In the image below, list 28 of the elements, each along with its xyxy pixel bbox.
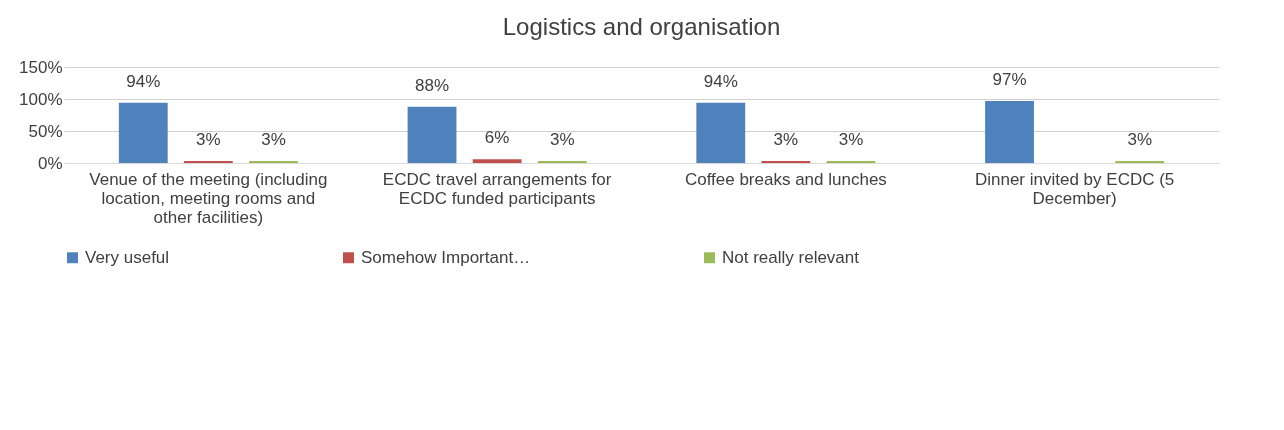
data-label: 3% bbox=[261, 130, 286, 150]
bar bbox=[472, 159, 522, 163]
data-label: 97% bbox=[992, 69, 1027, 89]
data-label: 3% bbox=[838, 130, 864, 150]
y-tick-label: 0% bbox=[37, 153, 63, 173]
bar bbox=[407, 106, 457, 163]
data-label: 94% bbox=[703, 71, 738, 91]
bar bbox=[696, 102, 746, 163]
data-label: 6% bbox=[484, 128, 510, 148]
legend-label: Not really relevant bbox=[722, 247, 860, 267]
y-tick-label: 100% bbox=[19, 89, 63, 109]
legend-label: Somehow Important… bbox=[361, 247, 531, 267]
legend-label: Very useful bbox=[85, 247, 170, 267]
y-tick-label: 150% bbox=[19, 57, 63, 77]
chart-title: Logistics and organisation bbox=[502, 13, 781, 40]
data-label: 94% bbox=[126, 71, 161, 91]
x-tick-label: Dinner invited by ECDC (5 December) bbox=[974, 169, 1175, 208]
x-tick-label: ECDC travel arrangements for ECDC funded participants bbox=[382, 169, 612, 208]
x-tick-label: Venue of the meeting (including location, meeting rooms and other facilities) bbox=[89, 169, 328, 227]
data-label: 3% bbox=[1127, 130, 1153, 150]
data-label: 3% bbox=[773, 130, 799, 150]
bar bbox=[118, 102, 168, 163]
data-label: 88% bbox=[415, 75, 450, 95]
data-label: 3% bbox=[549, 130, 575, 150]
y-tick-label: 50% bbox=[28, 121, 63, 141]
data-label: 3% bbox=[196, 130, 221, 150]
bar bbox=[985, 100, 1034, 163]
x-tick-label: Coffee breaks and lunches bbox=[684, 169, 887, 189]
